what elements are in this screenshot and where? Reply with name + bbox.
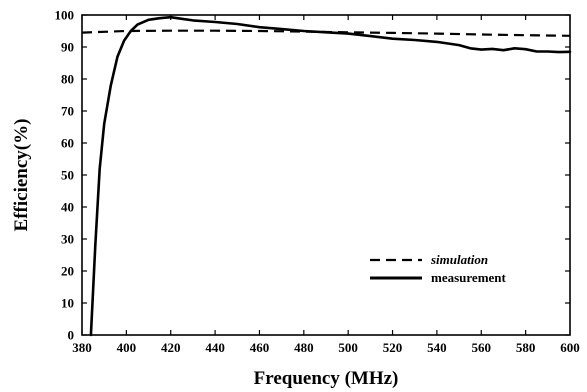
- series-layer: [81, 15, 572, 337]
- x-tick-label: 500: [338, 340, 358, 355]
- y-tick-label: 100: [55, 8, 75, 23]
- y-tick-label: 80: [61, 72, 74, 87]
- x-tick-label: 460: [250, 340, 270, 355]
- y-tick-label: 20: [61, 264, 74, 279]
- measurement-line: [89, 15, 572, 337]
- axis-ticks: [81, 14, 571, 336]
- x-tick-label: 380: [72, 340, 92, 355]
- x-tick-label: 580: [516, 340, 536, 355]
- x-tick-label: 560: [472, 340, 492, 355]
- y-tick-label: 30: [61, 232, 74, 247]
- plot-frame: [81, 14, 571, 336]
- y-tick-label: 60: [61, 136, 74, 151]
- y-axis-title: Efficiency(%): [11, 119, 32, 232]
- legend-measurement-label: measurement: [431, 270, 507, 285]
- y-tick-label: 70: [61, 104, 74, 119]
- x-tick-label: 420: [161, 340, 181, 355]
- y-tick-label: 90: [61, 40, 74, 55]
- y-tick-label: 40: [61, 200, 74, 215]
- legend-simulation-label: simulation: [430, 252, 488, 267]
- y-tick-label: 0: [68, 328, 75, 343]
- tick-labels: 380 400 420 440 460 480 500 520 540 560 580 600 0 10 2…: [55, 8, 580, 356]
- x-axis-title: Frequency (MHz): [254, 368, 399, 389]
- x-tick-label: 480: [294, 340, 314, 355]
- legend: simulation measurement: [370, 252, 507, 285]
- x-tick-label: 400: [117, 340, 137, 355]
- y-tick-label: 10: [61, 296, 74, 311]
- x-tick-label: 600: [560, 340, 580, 355]
- x-tick-label: 520: [383, 340, 403, 355]
- y-tick-label: 50: [61, 168, 74, 183]
- x-tick-label: 540: [427, 340, 447, 355]
- x-tick-label: 440: [205, 340, 225, 355]
